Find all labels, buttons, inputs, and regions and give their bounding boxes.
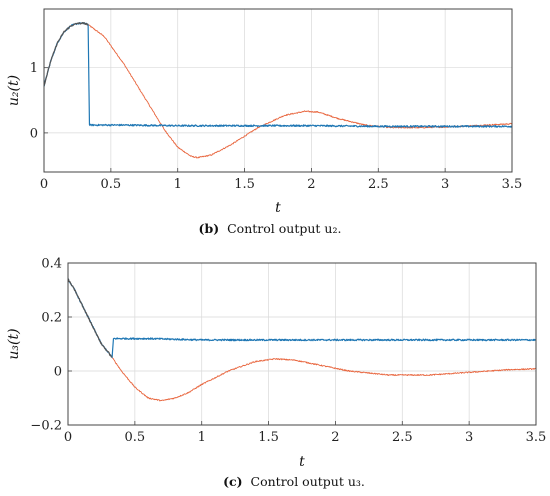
chart-u3-xtick-label: 2.5 bbox=[392, 430, 413, 445]
chart-u2-grid bbox=[43, 9, 513, 172]
chart-u3-xtick-label: 1 bbox=[198, 430, 206, 445]
chart-u3-ytick-label: 0 bbox=[54, 365, 62, 380]
chart-u3-frame bbox=[67, 262, 537, 426]
chart-u2-xlabel: t bbox=[275, 200, 281, 216]
chart-u2-xtick-label: 0 bbox=[40, 177, 48, 192]
chart-u2-xtick-label: 1.5 bbox=[234, 177, 255, 192]
chart-u2-xtick-label: 3.5 bbox=[502, 177, 523, 192]
chart-u3-ticks: 0 0.5 1 1.5 2 2.5 3 3.5−0.200.20.4 bbox=[30, 257, 546, 446]
chart-u2-series-orange bbox=[87, 24, 513, 159]
chart-u2: 0 0.5 1 1.5 2 2.5 3 3.5 0 1 t u₂(t) (b) Control o… bbox=[6, 8, 523, 236]
chart-u2-panel-label: (b) bbox=[199, 221, 220, 236]
chart-u2-caption: (b) Control output u₂. bbox=[199, 221, 342, 236]
chart-u3-series-orange bbox=[111, 357, 537, 402]
chart-u2-xtick-label: 2 bbox=[307, 177, 315, 192]
chart-u2-xtick-label: 2.5 bbox=[368, 177, 389, 192]
chart-u2-frame bbox=[43, 8, 513, 173]
chart-u3-xtick-label: 3 bbox=[465, 430, 473, 445]
chart-u3-caption: (c) Control output u₃. bbox=[223, 474, 365, 489]
chart-u3-xtick-label: 3.5 bbox=[526, 430, 547, 445]
chart-u2-caption-text: Control output u₂. bbox=[227, 221, 341, 236]
chart-u2-xtick-label: 1 bbox=[174, 177, 182, 192]
chart-u2-ytick-label: 1 bbox=[30, 61, 38, 76]
chart-u3-xtick-label: 0.5 bbox=[125, 430, 146, 445]
chart-u3-ylabel: u₃(t) bbox=[6, 328, 22, 359]
chart-u3-ytick-label: −0.2 bbox=[30, 419, 62, 434]
chart-u3-xtick-label: 1.5 bbox=[258, 430, 279, 445]
chart-u2-series bbox=[43, 22, 513, 159]
chart-u3-series-gray bbox=[67, 278, 113, 358]
chart-u3-xtick-label: 2 bbox=[331, 430, 339, 445]
chart-u2-ytick-label: 0 bbox=[30, 126, 38, 141]
chart-u3-ytick-label: 0.4 bbox=[41, 257, 62, 272]
chart-u2-xtick-label: 3 bbox=[441, 177, 449, 192]
chart-u2-xtick-label: 0.5 bbox=[101, 177, 122, 192]
chart-u3: 0 0.5 1 1.5 2 2.5 3 3.5−0.200.20.4 t u₃(t) (c) … bbox=[6, 257, 546, 490]
chart-u3-grid bbox=[67, 262, 537, 426]
chart-u2-series-gray bbox=[43, 22, 89, 86]
chart-u3-series-blue bbox=[67, 278, 537, 359]
chart-u3-xtick-label: 0 bbox=[64, 430, 72, 445]
chart-u3-series bbox=[67, 278, 537, 402]
chart-u2-series-blue bbox=[43, 22, 513, 128]
chart-u3-xlabel: t bbox=[299, 454, 305, 470]
chart-u2-ylabel: u₂(t) bbox=[6, 75, 22, 106]
chart-u3-panel-label: (c) bbox=[223, 474, 242, 489]
chart-u2-ticks: 0 0.5 1 1.5 2 2.5 3 3.5 0 1 bbox=[30, 61, 523, 192]
chart-u3-caption-text: Control output u₃. bbox=[251, 474, 365, 489]
chart-u3-ytick-label: 0.2 bbox=[41, 311, 62, 326]
